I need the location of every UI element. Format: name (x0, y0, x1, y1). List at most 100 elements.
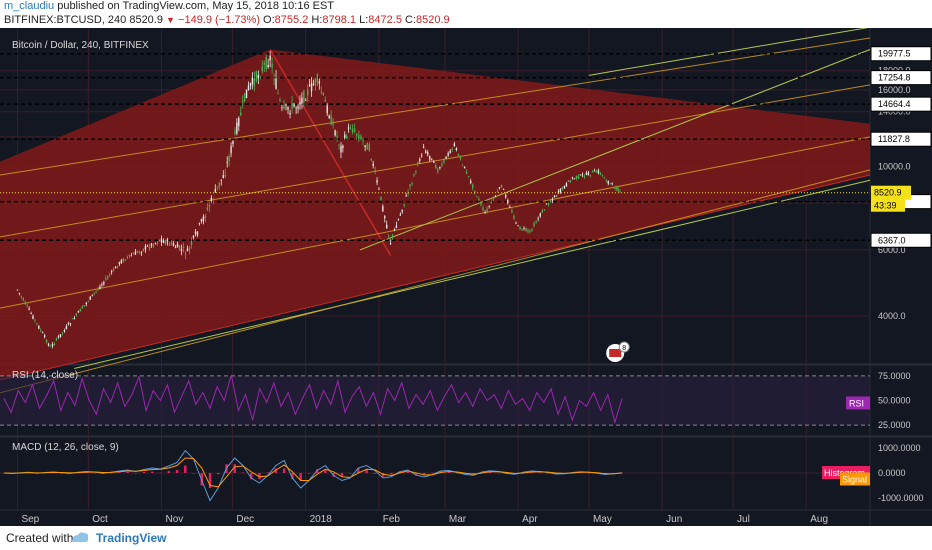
candle-body (265, 56, 267, 70)
candle-body (429, 156, 431, 160)
candle-body (605, 180, 607, 182)
candle-body (243, 93, 246, 102)
x-tick-label: Feb (383, 514, 401, 525)
candle-body (71, 318, 74, 320)
macd-histogram-bar (118, 472, 121, 473)
candle-body (226, 162, 228, 164)
candle-body (144, 246, 147, 250)
candle-body (607, 181, 609, 184)
macd-histogram-bar (167, 471, 171, 473)
candle-body (59, 334, 62, 337)
candle-body (480, 203, 482, 205)
candle-body (73, 317, 76, 320)
candle-body (53, 343, 56, 345)
tradingview-logo-icon[interactable] (70, 530, 90, 544)
candle-body (549, 201, 552, 203)
macd-histogram-bar (151, 471, 154, 473)
candle-body (338, 144, 340, 146)
candle-body (236, 122, 238, 134)
candle-body (393, 229, 396, 230)
macd-histogram-bar (282, 468, 286, 473)
candle-body (391, 234, 394, 237)
candle-body (581, 174, 584, 176)
candle-body (204, 215, 207, 218)
candle-body (97, 288, 99, 290)
footer: Created with TradingView (0, 526, 932, 550)
countdown-label: 43:39 (874, 201, 897, 211)
key-level-label: 17254.8 (878, 73, 911, 83)
candle-body (533, 223, 535, 227)
candle-body (218, 182, 221, 187)
candle-body (279, 99, 281, 101)
channel-line (0, 169, 871, 394)
candle-body (43, 335, 46, 337)
macd-histogram-bar (233, 464, 236, 473)
tradingview-brand-link[interactable]: TradingView (96, 531, 167, 545)
candle-body (529, 230, 531, 232)
candle-body (273, 79, 275, 81)
candle-body (295, 107, 297, 109)
candle-body (613, 188, 615, 189)
candle-body (32, 315, 34, 319)
candle-body (537, 218, 539, 220)
candle-body (617, 187, 619, 192)
candle-body (95, 290, 97, 292)
candle-body (206, 207, 209, 210)
candle-body (567, 180, 570, 182)
down-arrow-icon: ▼ (166, 15, 175, 25)
price-change: −149.9 (−1.73%) (178, 14, 260, 26)
candle-body (433, 161, 435, 164)
candle-body (57, 336, 60, 338)
candle-body (69, 323, 72, 325)
candle-body (395, 225, 398, 229)
candle-body (569, 180, 572, 183)
author-link[interactable]: m_claudiu (4, 0, 55, 12)
candle-body (285, 104, 287, 106)
candle-body (130, 255, 133, 257)
close-value: 8520.9 (416, 14, 450, 26)
candle-body (397, 219, 400, 221)
candle-body (287, 106, 289, 110)
candle-body (409, 184, 411, 187)
candle-body (220, 179, 222, 181)
candle-body (87, 301, 89, 302)
candle-body (241, 100, 244, 103)
candle-body (22, 298, 24, 301)
candle-body (527, 229, 529, 232)
candle-body (478, 198, 480, 200)
candle-body (170, 241, 173, 245)
chart-svg[interactable]: Sep Oct Nov Dec 2018 Feb Mar Apr May Jun Jul Aug 400… (0, 26, 932, 526)
macd-histogram-bar (456, 473, 459, 474)
candle-body (453, 143, 456, 147)
macd-histogram-bar (538, 472, 541, 474)
candle-body (162, 240, 165, 243)
candle-body (342, 145, 344, 149)
macd-histogram-bar (381, 473, 385, 477)
countdown-badge (871, 199, 905, 212)
candle-body (212, 199, 215, 200)
x-tick-label: Mar (449, 514, 467, 525)
macd-histogram-bar (357, 468, 360, 473)
candle-body (122, 258, 125, 262)
y-tick-label: 10000.0 (878, 162, 911, 172)
open-value: 8755.2 (274, 14, 309, 26)
macd-histogram-bar (472, 473, 475, 474)
macd-histogram-bar (241, 472, 245, 473)
candle-body (513, 216, 515, 219)
candle-body (358, 135, 360, 140)
candle-body (583, 176, 586, 178)
signal-badge-label: Signal (842, 475, 867, 485)
candle-body (555, 195, 558, 197)
key-level-label: 6367.0 (878, 235, 906, 245)
candle-body (320, 91, 323, 93)
candle-body (571, 177, 574, 179)
macd-histogram-bar (126, 472, 129, 473)
x-tick-label: Dec (236, 514, 254, 525)
candle-body (461, 164, 464, 166)
chart-area[interactable]: Sep Oct Nov Dec 2018 Feb Mar Apr May Jun Jul Aug 400… (0, 26, 932, 526)
key-level-badge (870, 46, 932, 62)
macd-tick-label: -1000.0000 (878, 493, 924, 503)
macd-histogram-bar (398, 471, 401, 473)
candle-body (619, 191, 621, 193)
candle-body (515, 222, 517, 224)
